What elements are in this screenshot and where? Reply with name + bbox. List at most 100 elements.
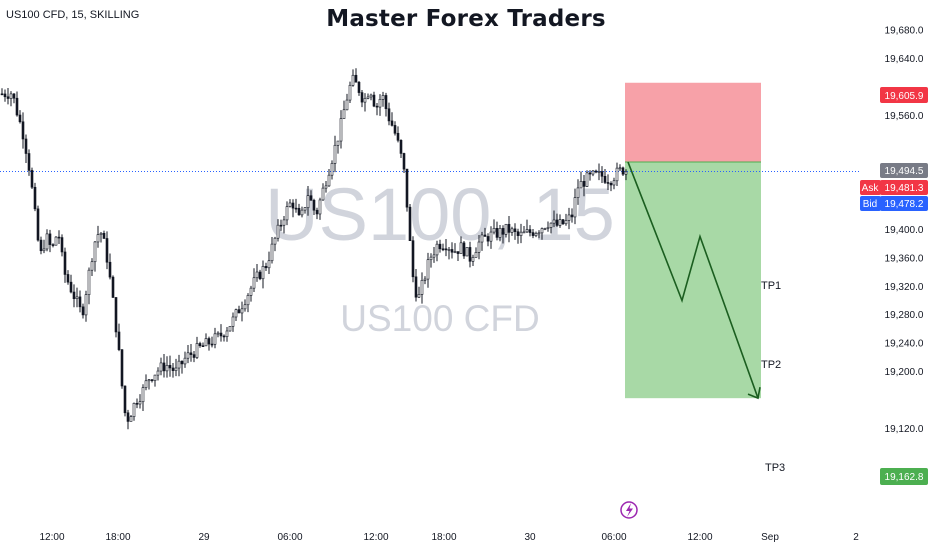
- candle-up: [363, 93, 367, 112]
- stop-price-text: 19,605.9: [885, 91, 924, 102]
- target-labels: TP1 TP2 TP3: [761, 280, 785, 474]
- events-lightning-icon[interactable]: [620, 501, 638, 519]
- candle-down: [606, 174, 610, 190]
- candle-down: [135, 398, 139, 409]
- candle-up: [585, 170, 589, 188]
- time-tick-label: 29: [198, 532, 210, 543]
- price-tick-label: 19,360.0: [885, 253, 924, 264]
- candle-up: [423, 276, 427, 285]
- candle-down: [78, 290, 82, 313]
- candle-up: [348, 81, 352, 104]
- candle-up: [75, 287, 79, 308]
- candle-up: [96, 225, 100, 248]
- candle-down: [201, 342, 205, 347]
- candle-up: [144, 374, 148, 391]
- time-axis[interactable]: 12:00 18:00 29 06:00 12:00 18:00 30 06:00 12:00 S…: [39, 532, 859, 543]
- candle-down: [609, 181, 613, 192]
- candle-up: [381, 91, 385, 107]
- price-tick-label: 19,400.0: [885, 225, 924, 236]
- candle-down: [456, 251, 460, 262]
- candle-down: [123, 385, 127, 417]
- candle-down: [237, 305, 241, 314]
- candle-down: [162, 353, 166, 378]
- ask-price-text: 19,481.3: [885, 183, 924, 194]
- candle-up: [288, 199, 292, 208]
- candle-up: [324, 181, 328, 193]
- candle-up: [45, 229, 49, 252]
- position-zones[interactable]: [0, 82, 860, 399]
- candle-up: [303, 207, 307, 214]
- ask-tag-text: Ask: [862, 183, 880, 194]
- candle-up: [426, 252, 430, 288]
- candle-down: [33, 182, 37, 212]
- candle-down: [198, 341, 202, 348]
- candle-up: [366, 93, 370, 100]
- candle-down: [18, 110, 22, 124]
- candle-down: [51, 243, 55, 248]
- candle-up: [84, 290, 88, 322]
- candle-up: [453, 243, 457, 254]
- candle-up: [579, 171, 583, 189]
- candle-down: [495, 221, 499, 241]
- price-axis[interactable]: 19,680.019,640.019,560.019,440.019,400.0…: [885, 26, 924, 436]
- candle-down: [390, 112, 394, 127]
- candle-down: [600, 166, 604, 184]
- candle-down: [69, 274, 73, 294]
- candle-up: [534, 231, 538, 238]
- candle-up: [591, 170, 595, 177]
- time-tick-label: 12:00: [363, 532, 388, 543]
- time-tick-label: 06:00: [277, 532, 302, 543]
- candles: [0, 68, 628, 430]
- candle-down: [387, 102, 391, 126]
- candle-down: [150, 379, 154, 383]
- candle-up: [327, 168, 331, 187]
- watermark-name: US100 CFD: [340, 298, 539, 339]
- candle-up: [342, 100, 346, 119]
- price-tick-label: 19,240.0: [885, 339, 924, 350]
- candle-up: [435, 240, 439, 262]
- candle-down: [594, 169, 598, 174]
- candle-down: [27, 149, 31, 176]
- candle-up: [216, 331, 220, 338]
- candle-up: [330, 160, 334, 180]
- candle-down: [81, 303, 85, 319]
- candle-up: [270, 237, 274, 264]
- candle-down: [399, 139, 403, 158]
- candle-up: [90, 258, 94, 277]
- candle-up: [249, 285, 253, 302]
- candle-down: [444, 239, 448, 257]
- candle-up: [558, 214, 562, 228]
- stop-loss-zone: [625, 82, 761, 163]
- candle-down: [210, 336, 214, 348]
- candle-up: [417, 286, 421, 299]
- candle-down: [582, 174, 586, 197]
- candle-up: [282, 216, 286, 234]
- candle-down: [222, 334, 226, 342]
- candle-up: [552, 210, 556, 228]
- candle-down: [501, 225, 505, 244]
- candle-down: [570, 208, 574, 223]
- entry-price-text: 19,494.5: [885, 166, 924, 177]
- time-tick-label: Sep: [761, 532, 779, 543]
- candle-down: [621, 166, 625, 177]
- candle-down: [66, 270, 70, 285]
- candle-down: [48, 229, 52, 253]
- candle-down: [120, 349, 124, 389]
- candle-down: [60, 234, 64, 257]
- take-profit-zone: [625, 162, 761, 399]
- candle-up: [615, 162, 619, 186]
- candle-up: [234, 308, 238, 322]
- candle-down: [309, 190, 313, 201]
- candle-up: [573, 188, 577, 225]
- candle-up: [153, 374, 157, 387]
- tp3-label: TP3: [765, 462, 785, 474]
- candle-up: [240, 301, 244, 322]
- candle-up: [339, 110, 343, 149]
- candle-down: [438, 239, 442, 253]
- candle-down: [486, 233, 490, 247]
- candle-up: [477, 234, 481, 260]
- candle-down: [513, 223, 517, 240]
- stop-price-badge: 19,605.9: [880, 87, 928, 103]
- candle-down: [402, 152, 406, 174]
